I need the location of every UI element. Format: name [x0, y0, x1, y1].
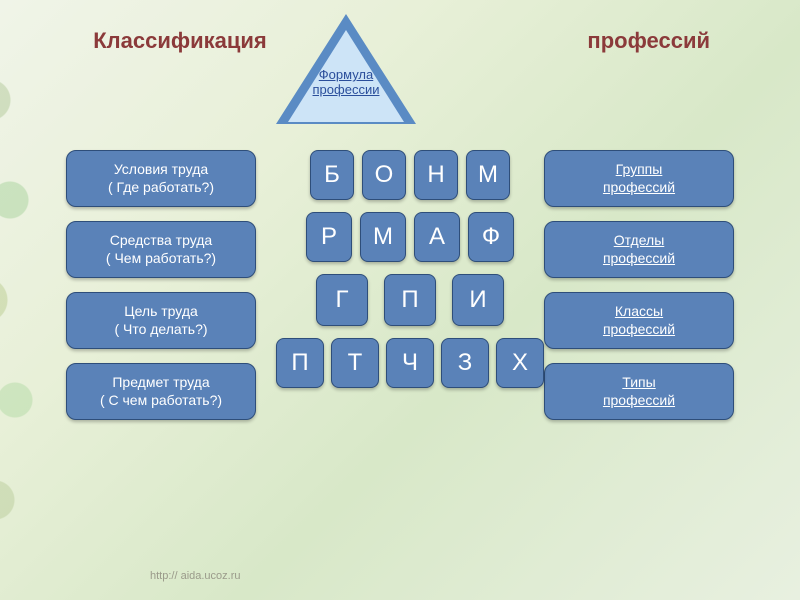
line1: Классы: [553, 303, 725, 321]
line1: Цель труда: [75, 303, 247, 321]
line1: Группы: [553, 161, 725, 179]
pyramid-cell[interactable]: Т: [331, 338, 379, 388]
pyramid-row-3: П Т Ч З Х: [276, 338, 544, 388]
pyramid-cell[interactable]: Г: [316, 274, 368, 326]
line2: ( Что делать?): [75, 321, 247, 339]
pyramid-cell[interactable]: А: [414, 212, 460, 262]
left-column: Условия труда ( Где работать?) Средства …: [66, 150, 256, 420]
pyramid-cell[interactable]: Ф: [468, 212, 514, 262]
pyramid-cell[interactable]: О: [362, 150, 406, 200]
line2: ( Чем работать?): [75, 250, 247, 268]
pyramid-cell[interactable]: И: [452, 274, 504, 326]
line2: профессий: [553, 250, 725, 268]
pyramid-cell[interactable]: Ч: [386, 338, 434, 388]
line1: Условия труда: [75, 161, 247, 179]
left-item-means[interactable]: Средства труда ( Чем работать?): [66, 221, 256, 278]
line1: Предмет труда: [75, 374, 247, 392]
letter-pyramid: Б О Н М Р М А Ф Г П И П Т Ч З Х: [260, 150, 560, 388]
right-column: Группы профессий Отделы профессий Классы…: [544, 150, 734, 420]
title-right: профессий: [587, 28, 710, 54]
left-item-goal[interactable]: Цель труда ( Что делать?): [66, 292, 256, 349]
left-item-subject[interactable]: Предмет труда ( С чем работать?): [66, 363, 256, 420]
line2: профессий: [553, 179, 725, 197]
line1: Средства труда: [75, 232, 247, 250]
right-item-departments[interactable]: Отделы профессий: [544, 221, 734, 278]
pyramid-cell[interactable]: З: [441, 338, 489, 388]
line2: профессий: [553, 321, 725, 339]
pyramid-cell[interactable]: П: [276, 338, 324, 388]
pyramid-row-0: Б О Н М: [310, 150, 510, 200]
pyramid-cell[interactable]: М: [466, 150, 510, 200]
title-left: Классификация: [90, 28, 270, 54]
pyramid-cell[interactable]: М: [360, 212, 406, 262]
pyramid-row-2: Г П И: [316, 274, 504, 326]
line2: ( С чем работать?): [75, 392, 247, 410]
apex-label[interactable]: Формула профессии: [296, 68, 396, 98]
line2: профессий: [553, 392, 725, 410]
line1: Отделы: [553, 232, 725, 250]
left-item-conditions[interactable]: Условия труда ( Где работать?): [66, 150, 256, 207]
right-item-groups[interactable]: Группы профессий: [544, 150, 734, 207]
pyramid-cell[interactable]: Р: [306, 212, 352, 262]
pyramid-cell[interactable]: П: [384, 274, 436, 326]
right-item-types[interactable]: Типы профессий: [544, 363, 734, 420]
right-item-classes[interactable]: Классы профессий: [544, 292, 734, 349]
pyramid-cell[interactable]: Б: [310, 150, 354, 200]
line2: ( Где работать?): [75, 179, 247, 197]
line1: Типы: [553, 374, 725, 392]
pyramid-row-1: Р М А Ф: [306, 212, 514, 262]
pyramid-cell[interactable]: Н: [414, 150, 458, 200]
pyramid-cell[interactable]: Х: [496, 338, 544, 388]
footer-source-link: http:// aida.ucoz.ru: [150, 570, 241, 582]
